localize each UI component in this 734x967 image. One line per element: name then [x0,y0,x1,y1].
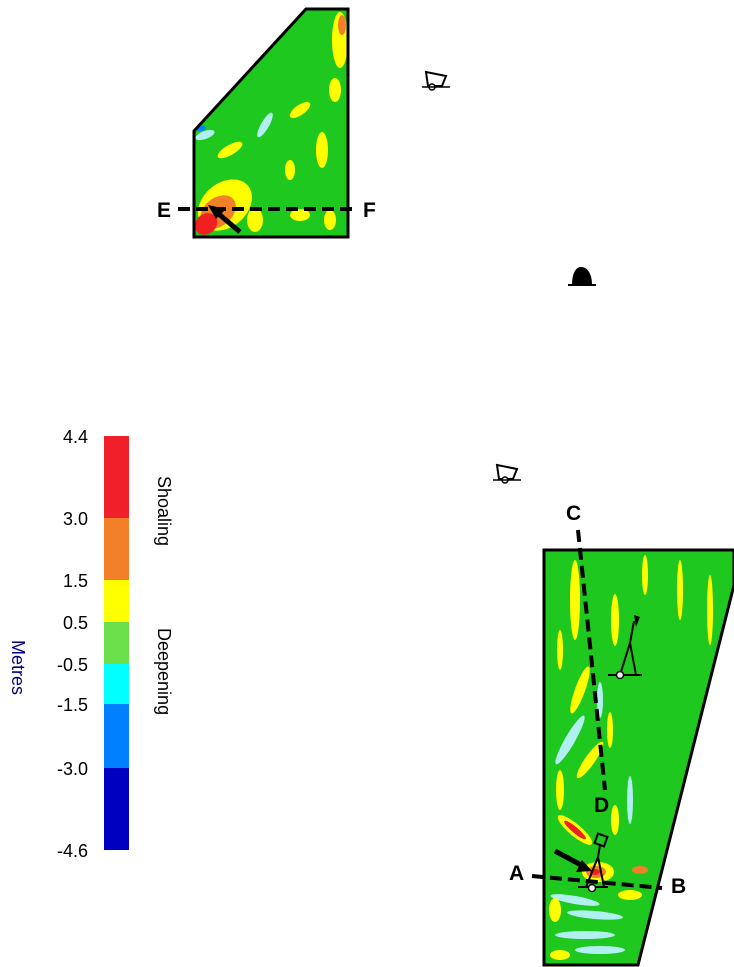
section-line-ab [531,848,663,890]
legend-tick-label: 4.4 [63,427,88,447]
legend-tick-label: 3.0 [63,509,88,529]
beacon-icon [608,615,642,680]
survey-area-north [192,7,350,239]
legend-band [104,518,129,580]
bell-icon [568,267,596,286]
section-label-f: F [363,199,376,222]
section-label-d: D [594,794,609,817]
legend-band [104,664,129,704]
legend-unit-label: Metres [8,640,28,695]
section-label-c: C [566,502,581,525]
survey-area-south [542,548,734,967]
legend: 4.4 3.0 1.5 0.5 -0.5 -1.5 -3.0 -4.6 Shoaling De… [8,427,174,861]
beacon-icon-south [578,832,609,893]
legend-tick-label: -0.5 [57,655,88,675]
legend-band [104,704,129,768]
legend-color-bar [104,436,129,850]
section-label-a: A [509,862,524,885]
section-line-ef [178,205,356,234]
legend-band [104,580,129,622]
section-label-e: E [157,199,171,222]
legend-shoaling-label: Shoaling [154,476,174,546]
buoy-icon [422,70,450,91]
legend-ticks: 4.4 3.0 1.5 0.5 -0.5 -1.5 -3.0 -4.6 [57,427,88,861]
legend-tick-label: -1.5 [57,695,88,715]
legend-deepening-label: Deepening [154,628,174,715]
legend-tick-label: 0.5 [63,613,88,633]
legend-band [104,622,129,664]
legend-tick-label: 1.5 [63,571,88,591]
legend-band [104,768,129,850]
legend-tick-label: -3.0 [57,759,88,779]
section-line-cd [576,529,607,791]
buoy-icon-south [493,463,521,484]
section-label-b: B [671,875,686,898]
legend-band [104,436,129,518]
legend-tick-label: -4.6 [57,841,88,861]
